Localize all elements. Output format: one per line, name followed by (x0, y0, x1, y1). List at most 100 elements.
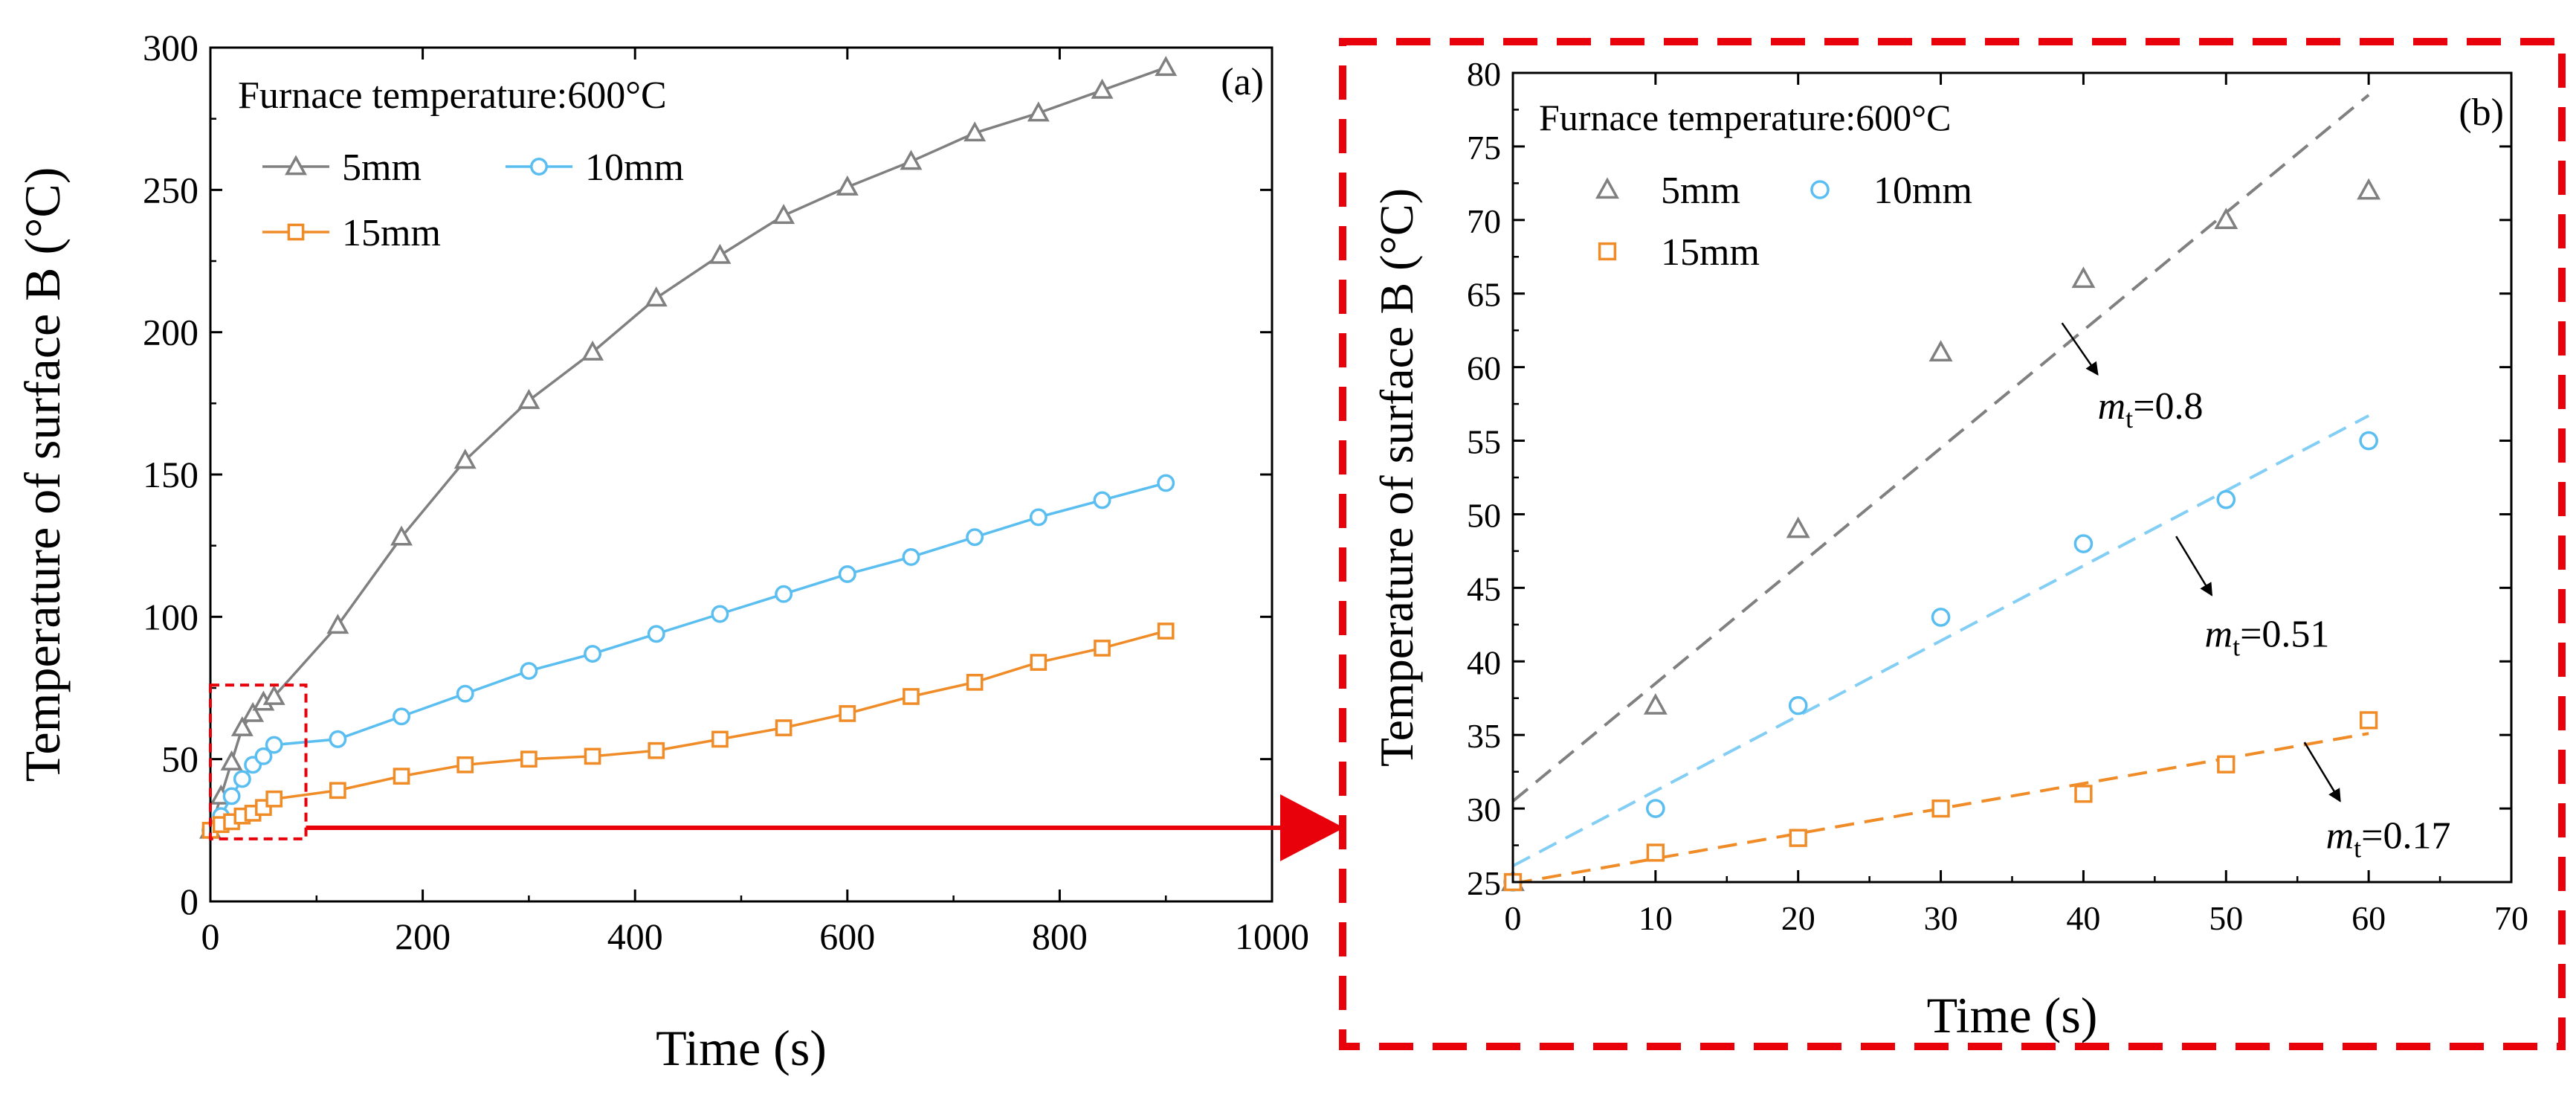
data-point-5mm (1027, 101, 1050, 122)
b-y-tick-label: 35 (1467, 717, 1501, 755)
data-point-5mm (1091, 78, 1114, 99)
panel-b-y-axis-label: Temperature of surface B (°C) (1370, 188, 1423, 767)
data-point-15mm (839, 705, 856, 722)
data-point-5mm (390, 525, 413, 546)
fit-arrow-5mm (2061, 322, 2099, 376)
b-y-tick-label: 40 (1467, 643, 1501, 681)
data-point-15mm (265, 790, 283, 808)
a-x-tick-label: 1000 (1235, 916, 1309, 957)
legend-label-10mm: 10mm (585, 147, 684, 189)
b-y-tick-label: 80 (1467, 55, 1501, 93)
a-y-tick-label: 250 (143, 169, 198, 210)
legend-marker-15mm (287, 223, 305, 241)
fit-label-symbol: m (2098, 385, 2126, 428)
zoom-box (209, 684, 308, 840)
data-point-10mm (2216, 489, 2236, 509)
data-point-5mm (1155, 56, 1178, 77)
a-x-tick-label: 0 (201, 916, 220, 957)
data-point-10mm (1093, 491, 1111, 509)
legend-marker-10mm (530, 158, 548, 176)
data-point-10mm (456, 684, 474, 703)
data-point-10mm (265, 736, 283, 754)
data-point-10mm (1646, 799, 1665, 818)
legend-label-5mm: 5mm (1661, 170, 1740, 212)
data-point-5mm (836, 175, 859, 196)
data-point-15mm (1094, 640, 1111, 657)
a-y-tick-label: 200 (143, 312, 198, 353)
data-point-10mm (711, 605, 729, 623)
panel-a: 0 200 400 600 800 1000 0 50 100 150 200 250 300 Furn… (14, 27, 1309, 1076)
b-x-tick-label: 70 (2494, 899, 2528, 937)
data-point-5mm (645, 286, 668, 307)
b-y-tick-label: 25 (1467, 864, 1501, 902)
data-point-15mm (1030, 654, 1047, 671)
fit-label-15mm: mt=0.17 (2326, 815, 2451, 863)
data-point-10mm (775, 585, 793, 603)
data-point-15mm (2217, 755, 2236, 773)
data-point-15mm (966, 673, 984, 691)
legend-label-5mm: 5mm (342, 147, 422, 189)
data-point-10mm (902, 548, 920, 566)
data-point-5mm (2071, 266, 2096, 289)
b-y-tick-label: 75 (1467, 129, 1501, 167)
fit-label-value: =0.8 (2133, 385, 2203, 428)
data-point-10mm (647, 625, 665, 643)
legend-marker-10mm (1810, 180, 1830, 199)
fit-arrow-10mm (2175, 535, 2213, 596)
data-point-15mm (711, 730, 729, 748)
panel-b-frame (1511, 71, 2513, 884)
data-point-5mm (1928, 340, 1953, 362)
data-point-5mm (1643, 693, 1668, 715)
data-point-5mm (262, 684, 285, 705)
panel-b-series (1501, 178, 2381, 892)
fit-label-value: =0.17 (2361, 815, 2450, 858)
legend-marker-15mm (1598, 242, 1617, 261)
data-point-10mm (838, 565, 856, 583)
data-point-15mm (456, 756, 474, 773)
b-y-tick-label: 55 (1467, 423, 1501, 461)
panel-b-annotation: Furnace temperature:600°C (1539, 97, 1952, 138)
panel-a-x-axis-label: Time (s) (656, 1020, 827, 1076)
panel-a-y-axis-label: Temperature of surface B (°C) (14, 167, 71, 782)
fit-label-subscript: t (2125, 404, 2133, 434)
b-x-tick-label: 0 (1505, 899, 1522, 937)
data-point-15mm (393, 768, 410, 785)
b-y-tick-label: 70 (1467, 202, 1501, 240)
legend-label-15mm: 15mm (1661, 231, 1760, 274)
data-point-15mm (1789, 829, 1807, 847)
a-y-tick-label: 150 (143, 454, 198, 495)
b-x-tick-label: 20 (1781, 899, 1815, 937)
data-point-5mm (772, 204, 795, 225)
panel-b-ticks: 0 10 20 30 40 50 60 70 25 30 35 40 45 50 55 60 65 70 75 80 (1467, 55, 2528, 937)
series-line-15mm (210, 629, 1166, 832)
b-x-tick-label: 10 (1639, 899, 1673, 937)
data-point-15mm (775, 719, 793, 736)
panel-a-legend: 5mm 10mm 15mm (262, 147, 684, 254)
a-y-tick-label: 50 (161, 739, 198, 780)
b-x-tick-label: 50 (2209, 899, 2243, 937)
b-y-tick-label: 65 (1467, 276, 1501, 314)
legend-marker-5mm (1595, 177, 1619, 199)
a-y-tick-label: 0 (180, 881, 198, 922)
fit-arrow-15mm (2303, 742, 2341, 803)
data-point-15mm (2359, 711, 2378, 730)
data-point-10mm (584, 645, 602, 663)
a-x-tick-label: 200 (395, 916, 451, 957)
data-point-15mm (329, 782, 346, 800)
data-point-10mm (520, 662, 538, 680)
data-point-15mm (903, 688, 920, 705)
data-point-10mm (329, 730, 347, 748)
legend-label-10mm: 10mm (1873, 170, 1972, 212)
b-x-tick-label: 30 (1924, 899, 1958, 937)
panel-a-ticks: 0 200 400 600 800 1000 0 50 100 150 200 250 300 (143, 27, 1309, 957)
data-point-10mm (233, 770, 251, 788)
data-point-15mm (1646, 843, 1665, 862)
data-point-5mm (900, 149, 923, 170)
data-point-15mm (584, 747, 601, 765)
data-point-10mm (254, 747, 273, 765)
data-point-10mm (393, 707, 410, 726)
b-y-tick-label: 45 (1467, 570, 1501, 608)
connector-arrowhead (1280, 794, 1344, 861)
